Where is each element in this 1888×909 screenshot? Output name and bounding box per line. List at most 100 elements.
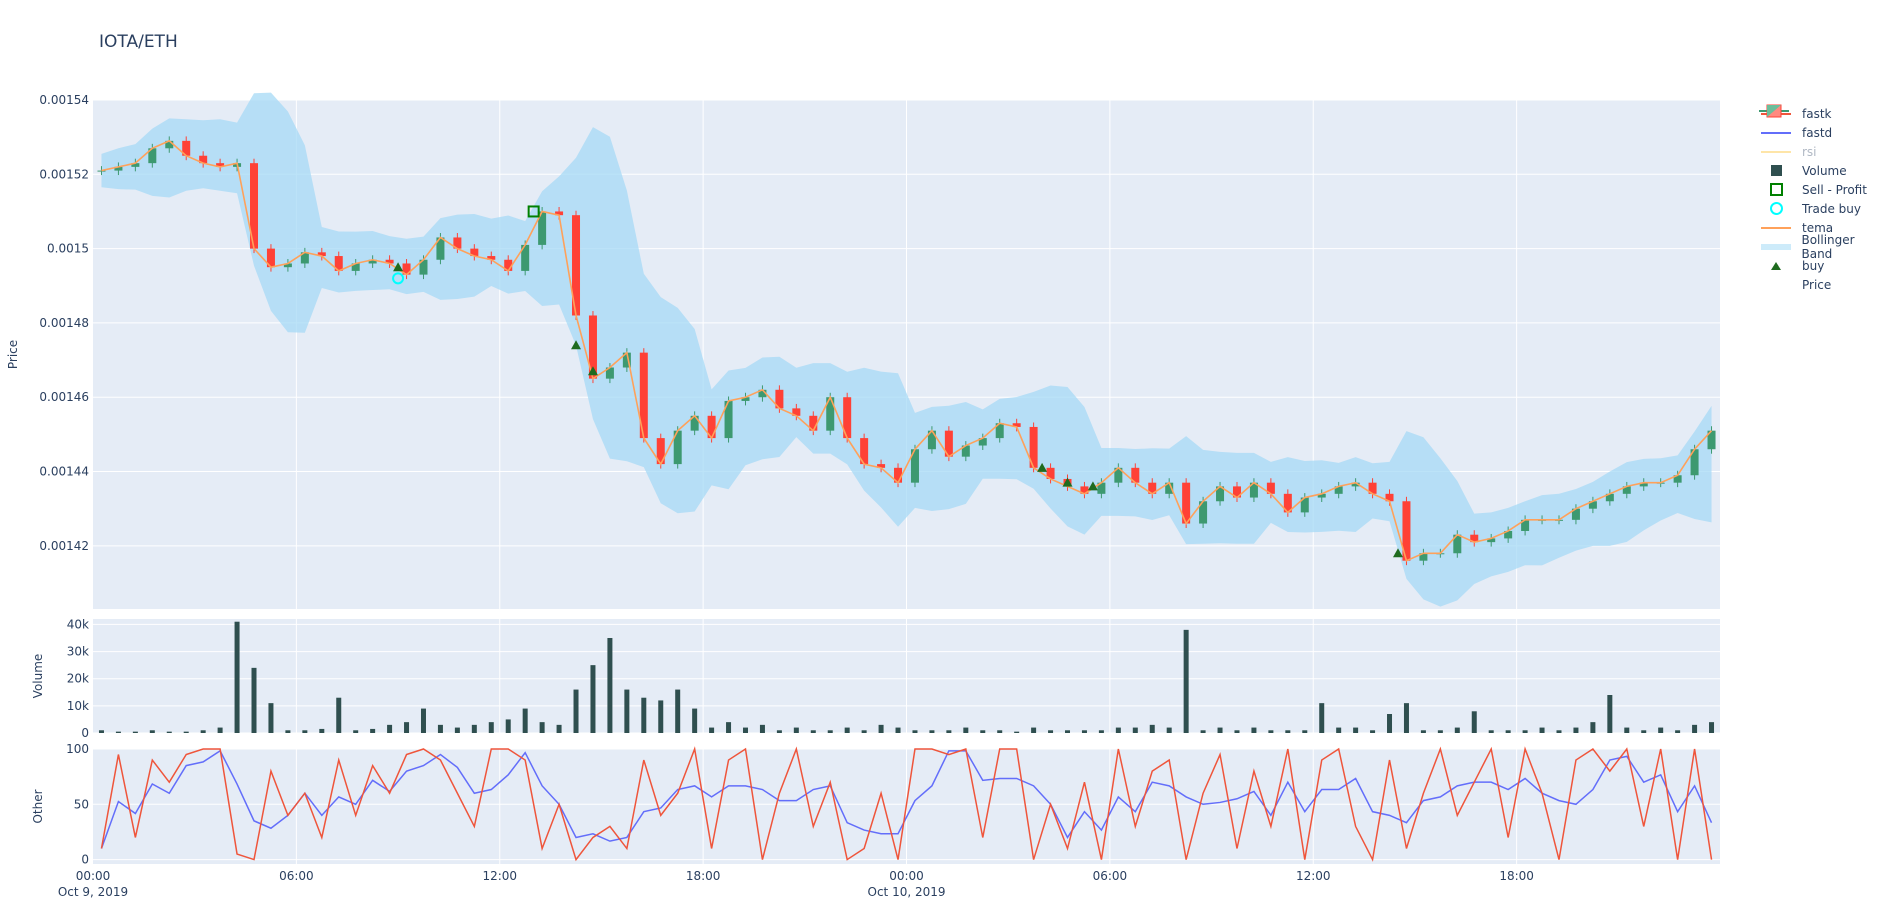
- volume-bar: [132, 731, 138, 733]
- candle-body: [961, 445, 970, 457]
- volume-bar: [420, 708, 426, 733]
- volume-bar: [1285, 730, 1291, 733]
- volume-y-tick-label: 20k: [67, 672, 89, 686]
- candle-body: [283, 263, 292, 268]
- volume-bar: [149, 730, 155, 733]
- volume-bar: [1132, 727, 1138, 733]
- candle-body: [826, 397, 835, 431]
- volume-bar: [878, 724, 884, 733]
- buy-marker: [1392, 548, 1403, 558]
- volume-bar: [1081, 730, 1087, 733]
- other-y-tick-label: 50: [74, 797, 89, 811]
- volume-bar: [1014, 731, 1020, 733]
- legend-item-buy[interactable]: buy: [1758, 256, 1888, 275]
- volume-bar: [1183, 629, 1189, 733]
- volume-bar: [1234, 730, 1240, 733]
- candle-body: [504, 259, 513, 271]
- candle-body: [1199, 501, 1208, 524]
- buy-marker: [587, 366, 598, 376]
- volume-bar: [1539, 727, 1545, 733]
- candle-body: [1673, 475, 1682, 483]
- candle-body: [1080, 486, 1089, 494]
- volume-bar: [98, 730, 104, 733]
- volume-bar: [1522, 730, 1528, 733]
- candle-body: [1097, 482, 1106, 494]
- candle-body: [860, 438, 869, 465]
- volume-bar: [641, 697, 647, 733]
- volume-bar: [658, 700, 664, 733]
- volume-bar: [522, 708, 528, 733]
- volume-bar: [1641, 730, 1647, 733]
- triangle-up-icon: [1758, 259, 1794, 273]
- volume-bar: [1590, 722, 1596, 733]
- volume-bar: [454, 727, 460, 733]
- volume-bar: [1370, 730, 1376, 733]
- candle-body: [741, 397, 750, 401]
- x-tick-label: 06:00: [1093, 869, 1128, 883]
- candle-body: [1690, 449, 1699, 476]
- volume-bar: [437, 724, 443, 733]
- candle-body: [1453, 534, 1462, 554]
- candle-body: [995, 423, 1004, 439]
- candle-body: [453, 237, 462, 249]
- price-y-tick-label: 0.00154: [39, 93, 89, 107]
- candle-body: [165, 140, 174, 149]
- legend-item-volume[interactable]: Volume: [1758, 161, 1888, 180]
- volume-bar: [1488, 730, 1494, 733]
- legend-item-trade-buy[interactable]: Trade buy: [1758, 199, 1888, 218]
- volume-bar: [759, 724, 765, 733]
- price-y-tick-label: 0.00144: [39, 465, 89, 479]
- volume-bar: [1454, 727, 1460, 733]
- candle-body: [707, 415, 716, 439]
- volume-bar: [217, 727, 223, 733]
- price-y-tick-label: 0.00146: [39, 390, 89, 404]
- candle-body: [894, 467, 903, 483]
- candle-body: [1216, 486, 1225, 502]
- volume-bar: [1268, 730, 1274, 733]
- volume-bar: [251, 667, 257, 733]
- volume-bar: [709, 727, 715, 733]
- legend-item-rsi[interactable]: rsi: [1758, 142, 1888, 161]
- legend-label: tema: [1802, 220, 1834, 235]
- candle-body: [436, 237, 445, 260]
- volume-bar: [1658, 727, 1664, 733]
- trade-buy-marker: [392, 272, 405, 285]
- volume-bar: [1336, 727, 1342, 733]
- volume-bar: [353, 730, 359, 733]
- candle-body: [114, 166, 123, 171]
- x-tick-label: 12:00: [482, 869, 517, 883]
- x-tick-label: 06:00: [279, 869, 314, 883]
- volume-y-tick-label: 30k: [67, 645, 89, 659]
- price-y-tick-label: 0.00148: [39, 316, 89, 330]
- candle-body: [1012, 423, 1021, 427]
- legend-item-bollinger-band[interactable]: Bollinger Band: [1758, 233, 1888, 261]
- candle-body: [690, 415, 699, 431]
- legend-item-sell-profit[interactable]: Sell - Profit: [1758, 180, 1888, 199]
- candle-body: [334, 256, 343, 271]
- line-icon: [1758, 126, 1794, 140]
- price-y-tick-label: 0.00152: [39, 167, 89, 181]
- legend-item-tema[interactable]: tema: [1758, 218, 1888, 237]
- volume-bar: [1217, 727, 1223, 733]
- candle-body: [521, 244, 530, 271]
- volume-bar: [336, 697, 342, 733]
- candle-body: [216, 163, 225, 167]
- volume-bar: [370, 728, 376, 733]
- candle-body: [1266, 482, 1275, 494]
- square-open-icon: [1758, 183, 1794, 197]
- x-tick-label: 18:00: [686, 869, 721, 883]
- candle-body: [555, 211, 564, 216]
- volume-bar: [488, 722, 494, 733]
- legend-label: Sell - Profit: [1802, 182, 1867, 197]
- volume-bar: [1353, 727, 1359, 733]
- volume-bar: [1403, 703, 1409, 733]
- candle-body: [97, 170, 106, 172]
- buy-marker: [571, 340, 582, 350]
- volume-bar: [1624, 727, 1630, 733]
- legend-item-price[interactable]: Price: [1758, 104, 1888, 294]
- volume-bar: [115, 731, 121, 733]
- legend-item-fastd[interactable]: fastd: [1758, 123, 1888, 142]
- volume-bar: [827, 730, 833, 733]
- candle-body: [1334, 486, 1343, 494]
